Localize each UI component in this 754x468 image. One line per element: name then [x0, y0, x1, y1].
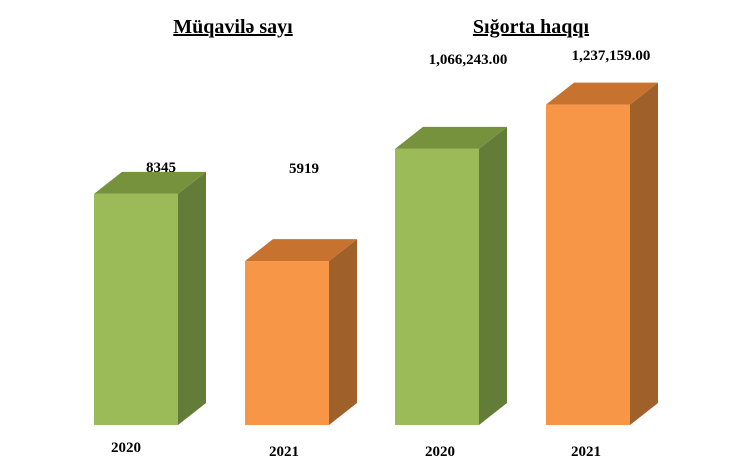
chart-title-contracts: Müqavilə sayı	[173, 16, 293, 38]
tick-label: 2020	[425, 444, 455, 460]
tick-label: 2021	[269, 444, 299, 460]
bar-top-face	[395, 126, 507, 149]
bar-front-face	[395, 148, 479, 425]
bar-side-face	[479, 126, 507, 425]
chart-title-premium: Sığorta haqqı	[473, 16, 590, 38]
tick-label: 2020	[111, 440, 141, 456]
bar-1-0	[395, 126, 507, 425]
bar-top-face	[94, 171, 206, 194]
bar-side-face	[630, 82, 658, 425]
data-label: 5919	[289, 161, 319, 177]
bar-top-face	[245, 239, 357, 262]
bar-1-1	[546, 82, 658, 425]
bar-front-face	[94, 193, 178, 425]
bar-0-0	[94, 171, 206, 425]
bar-front-face	[546, 104, 630, 425]
bar-side-face	[329, 239, 357, 425]
data-label: 8345	[146, 160, 176, 176]
bar-front-face	[245, 261, 329, 425]
tick-label: 2021	[571, 444, 601, 460]
bar-side-face	[178, 171, 206, 425]
bar-0-1	[245, 239, 357, 425]
data-label: 1,066,243.00	[429, 52, 508, 68]
bar-top-face	[546, 82, 658, 105]
data-label: 1,237,159.00	[572, 48, 651, 64]
